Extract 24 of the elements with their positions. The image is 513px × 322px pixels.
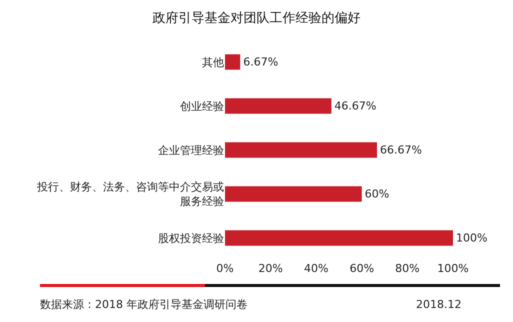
y-tick-label: 股权投资经验 <box>158 232 224 245</box>
x-tick-label: 0% <box>216 262 234 275</box>
text: 2018.12 <box>416 298 462 311</box>
x-tick-label: 80% <box>395 262 420 275</box>
bar <box>225 186 362 202</box>
bar <box>225 230 453 246</box>
bar <box>225 142 378 158</box>
data-label: 6.67% <box>243 56 278 68</box>
x-tick-label: 20% <box>258 262 283 275</box>
data-label: 60% <box>364 188 390 200</box>
x-tick-label: 60% <box>350 262 374 275</box>
bar <box>225 54 240 70</box>
bar <box>225 98 332 114</box>
y-tick-label: 企业管理经验 <box>158 144 224 157</box>
y-tick-label: 投行、财务、法务、咨询等中介交易或服务经验 <box>36 180 224 208</box>
data-label: 66.67% <box>380 144 422 156</box>
x-tick-label: 100% <box>437 262 469 275</box>
y-tick-label: 创业经验 <box>180 100 224 113</box>
chart-title: 政府引导基金对团队工作经验的偏好 <box>152 10 360 26</box>
source-note: 数据来源：2018 年政府引导基金调研问卷 <box>40 298 248 311</box>
y-tick-label: 其他 <box>202 56 224 69</box>
x-tick-label: 40% <box>304 262 328 275</box>
data-label: 100% <box>456 232 488 244</box>
data-label: 46.67% <box>334 100 376 112</box>
